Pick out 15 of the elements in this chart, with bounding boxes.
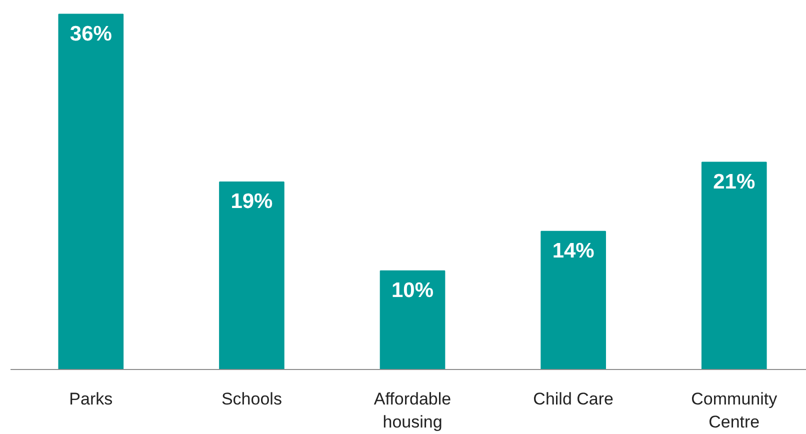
bar (380, 270, 446, 370)
bar (219, 182, 284, 370)
bar (701, 162, 767, 370)
data-label: 36% (70, 22, 112, 46)
bar (540, 230, 606, 370)
x-tick-label: Schools (221, 390, 282, 408)
x-tick-label: Affordable housing (374, 390, 452, 432)
x-tick-label: Community Centre (691, 390, 778, 432)
data-label: 10% (392, 278, 434, 302)
bar (58, 14, 124, 370)
data-label: 21% (713, 170, 756, 194)
data-label: 19% (230, 190, 274, 214)
data-label: 14% (552, 239, 595, 262)
x-tick-label: Parks (69, 390, 113, 408)
x-tick-label: Child Care (533, 390, 614, 408)
